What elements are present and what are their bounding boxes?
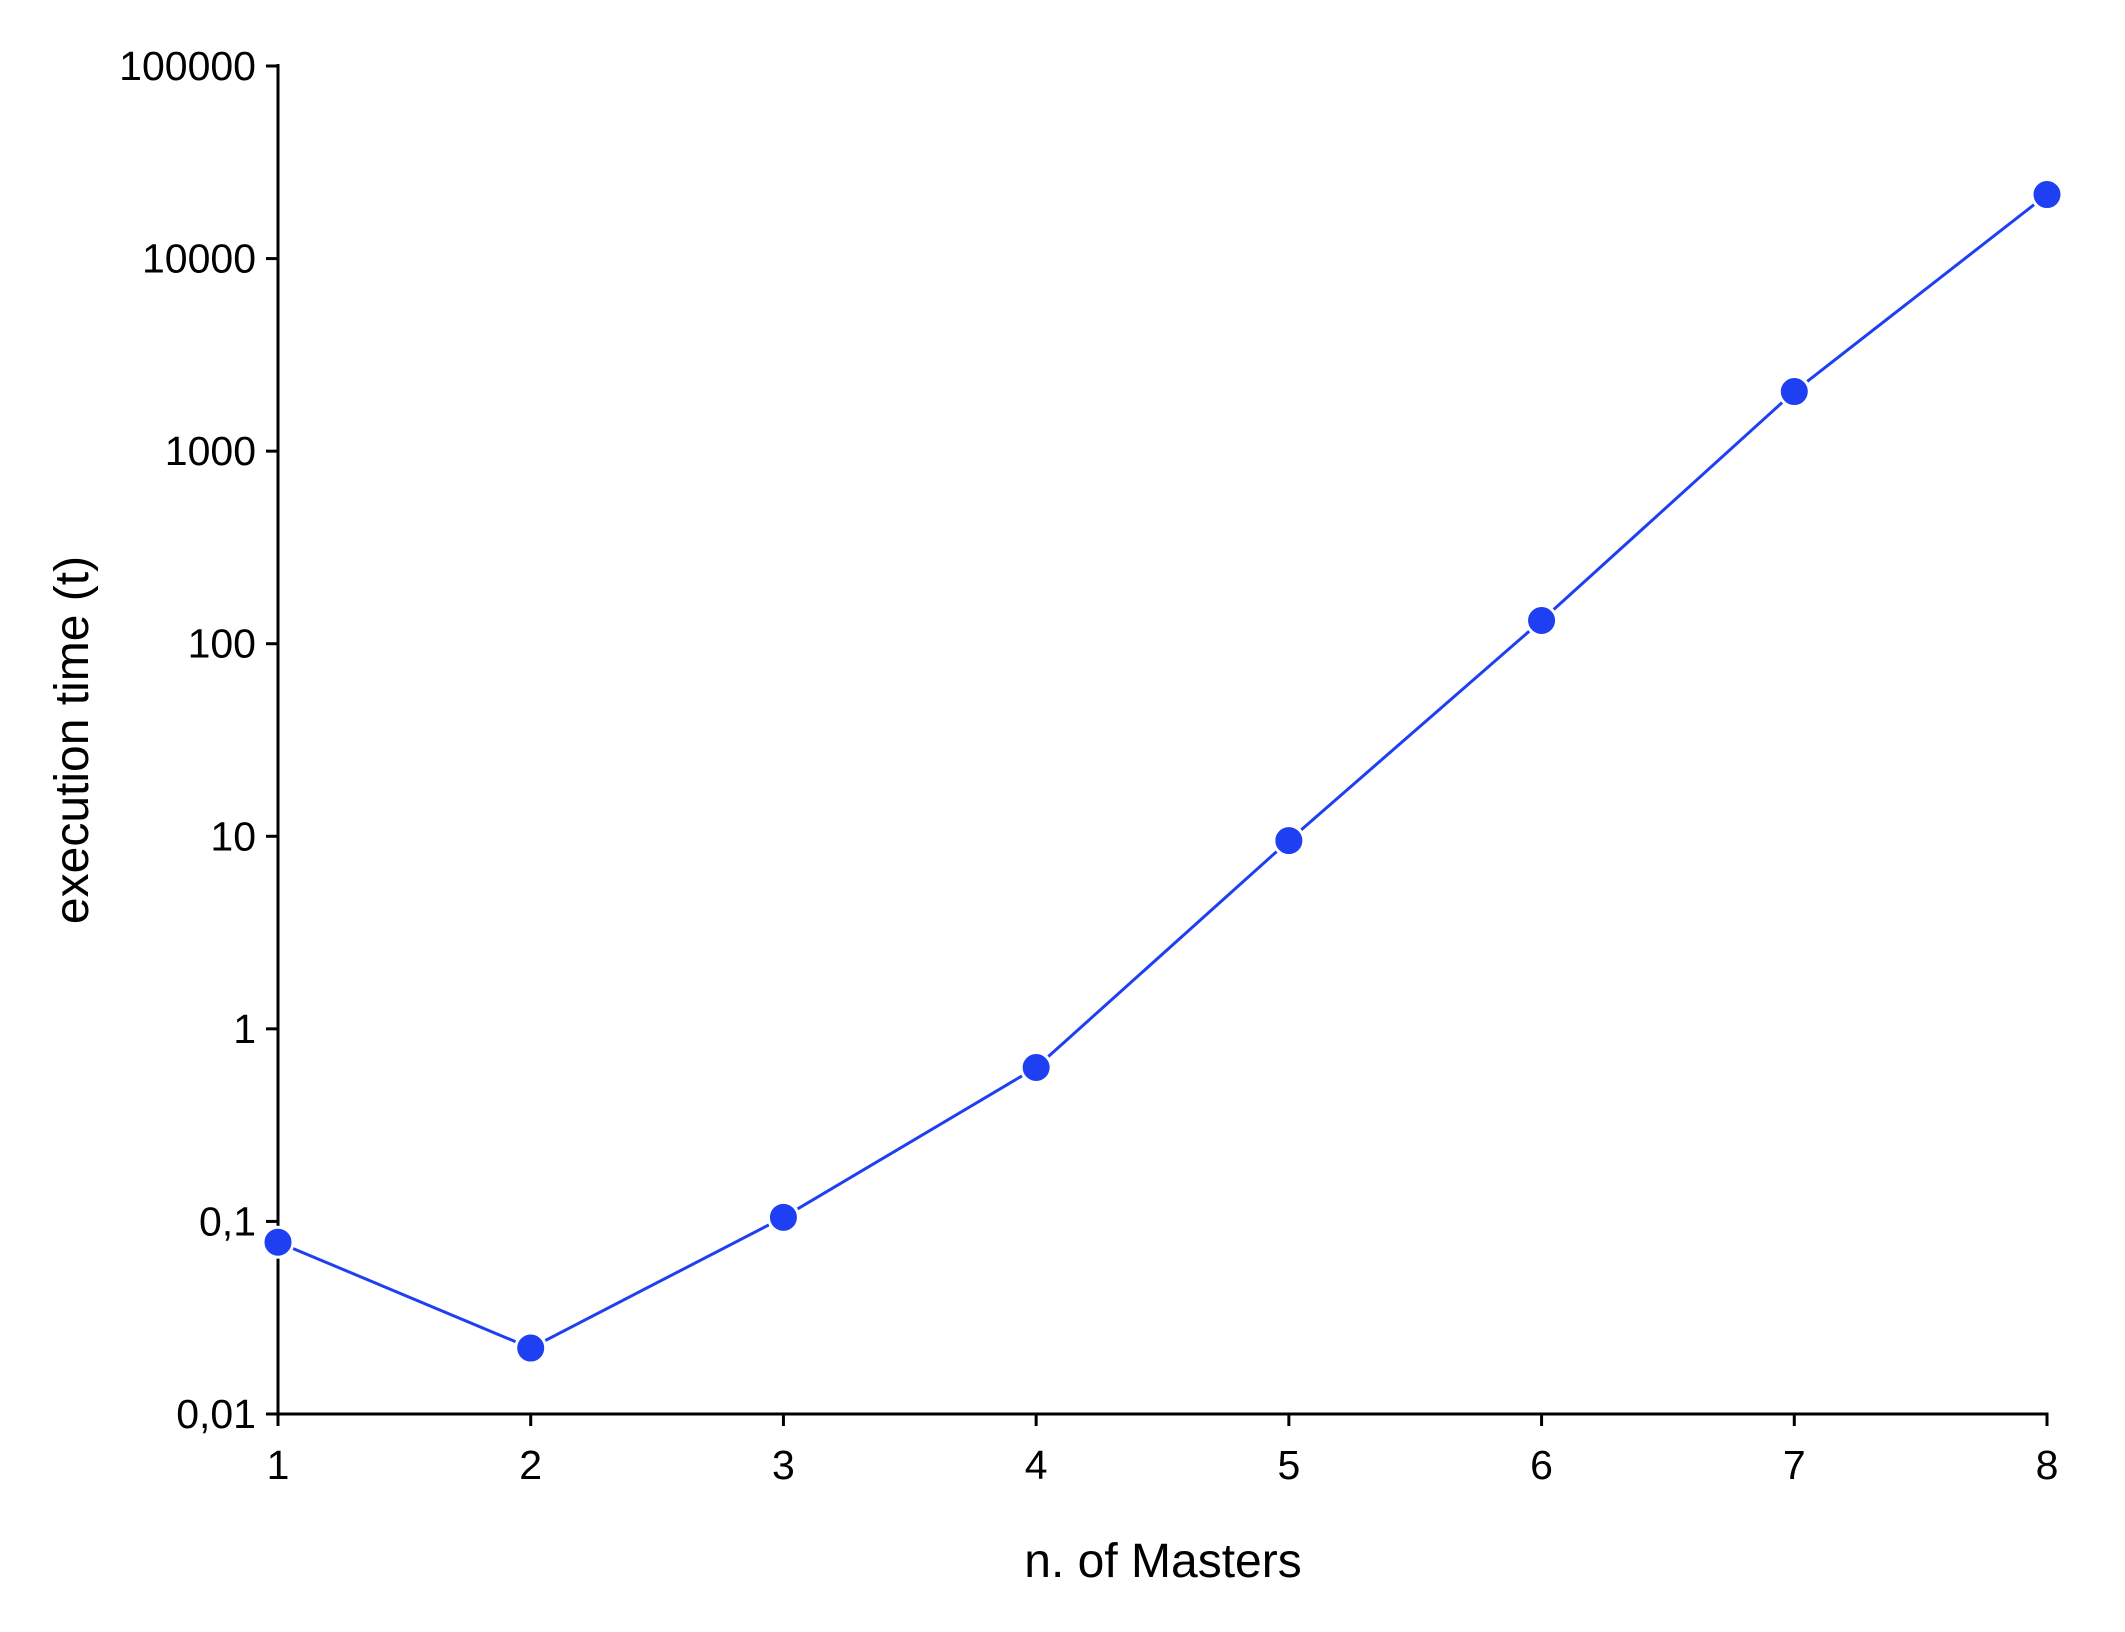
y-tick-label: 0,01 bbox=[176, 1391, 256, 1437]
y-tick-label: 1 bbox=[233, 1006, 256, 1052]
y-tick-label: 10000 bbox=[142, 236, 256, 282]
data-point bbox=[2030, 178, 2064, 212]
y-tick-label: 10 bbox=[210, 813, 256, 859]
data-point bbox=[514, 1331, 548, 1365]
y-tick-label: 100000 bbox=[119, 43, 256, 89]
data-point bbox=[766, 1200, 800, 1234]
y-tick-label: 1000 bbox=[165, 428, 256, 474]
data-point bbox=[261, 1225, 295, 1259]
x-tick-label: 6 bbox=[1530, 1442, 1553, 1488]
x-tick-label: 3 bbox=[772, 1442, 795, 1488]
y-tick-label: 100 bbox=[188, 621, 256, 667]
x-tick-label: 5 bbox=[1277, 1442, 1300, 1488]
data-point bbox=[1525, 603, 1559, 637]
x-tick-label: 7 bbox=[1783, 1442, 1806, 1488]
x-tick-label: 1 bbox=[267, 1442, 290, 1488]
data-line bbox=[277, 193, 2048, 1350]
data-point bbox=[1272, 824, 1306, 858]
x-tick-label: 4 bbox=[1025, 1442, 1048, 1488]
data-point bbox=[1019, 1050, 1053, 1084]
y-tick-label: 0,1 bbox=[199, 1198, 256, 1244]
y-axis-title: execution time (t) bbox=[46, 556, 99, 924]
x-tick-label: 2 bbox=[519, 1442, 542, 1488]
data-point bbox=[1777, 375, 1811, 409]
x-tick-label: 8 bbox=[2036, 1442, 2059, 1488]
x-axis-title: n. of Masters bbox=[1024, 1535, 1301, 1588]
